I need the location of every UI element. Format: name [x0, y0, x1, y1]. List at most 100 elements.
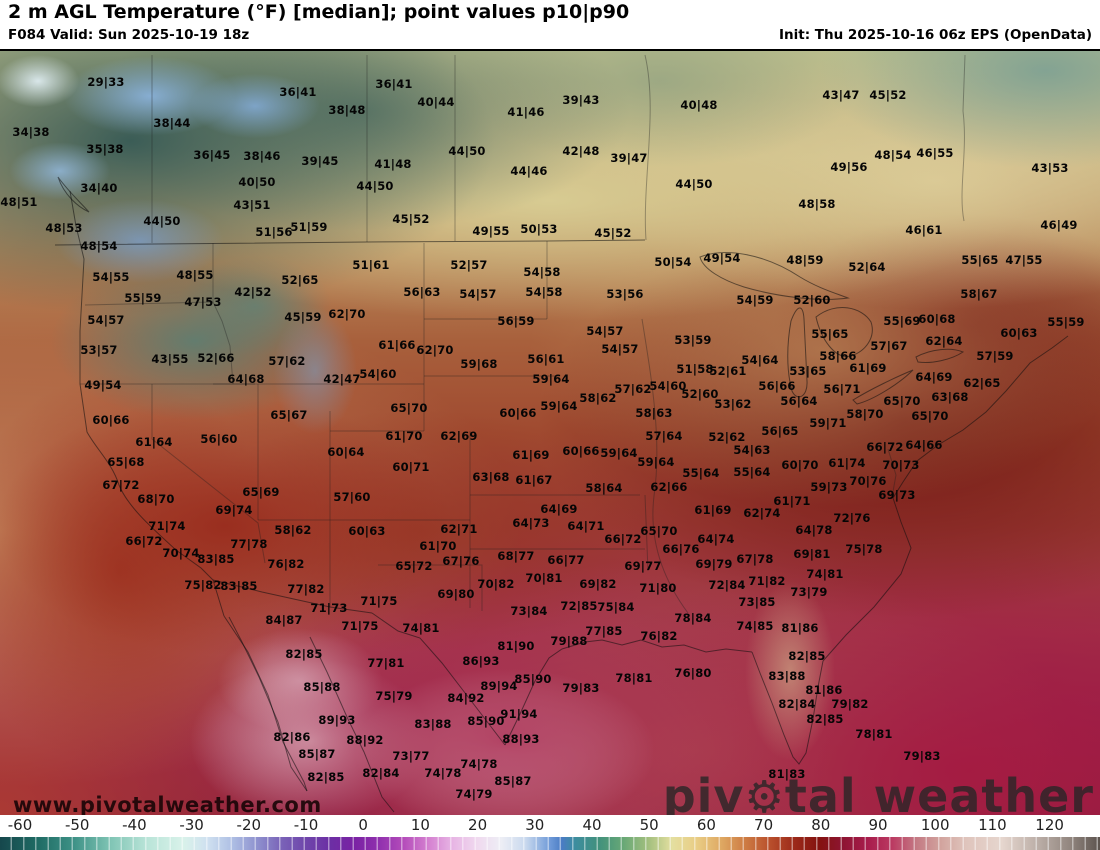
brand-text-suffix: tal weather [784, 769, 1094, 815]
point-value: 64|73 [512, 516, 550, 530]
border-ontario [644, 54, 651, 241]
point-value: 59|64 [540, 399, 578, 413]
point-value: 69|82 [579, 577, 617, 591]
point-value: 81|83 [768, 767, 806, 781]
point-value: 48|59 [786, 253, 824, 267]
point-value: 73|77 [392, 749, 430, 763]
point-value: 83|88 [414, 717, 452, 731]
point-value: 66|76 [662, 542, 700, 556]
point-value: 72|84 [708, 578, 746, 592]
point-value: 74|79 [455, 787, 493, 801]
point-value: 47|55 [1005, 253, 1043, 267]
point-value: 85|88 [303, 680, 341, 694]
point-value: 84|92 [447, 691, 485, 705]
lake-ontario [915, 348, 965, 363]
point-value: 65|70 [390, 401, 428, 415]
point-value: 71|80 [639, 581, 677, 595]
point-value: 85|90 [514, 672, 552, 686]
watermark-url: www.pivotalweather.com [13, 793, 322, 815]
point-value: 41|48 [374, 157, 412, 171]
point-value: 42|48 [562, 144, 600, 158]
point-value: 43|55 [151, 352, 189, 366]
point-value: 34|40 [80, 181, 118, 195]
point-value: 82|84 [362, 766, 400, 780]
colorbar-tick-label: -60 [7, 816, 33, 834]
point-value: 81|90 [497, 639, 535, 653]
point-value: 63|68 [472, 470, 510, 484]
point-value: 62|70 [328, 307, 366, 321]
point-value: 56|60 [200, 432, 238, 446]
point-value: 41|46 [507, 105, 545, 119]
point-value: 79|83 [562, 681, 600, 695]
border-us-mexico [212, 579, 373, 614]
point-value: 78|84 [674, 611, 712, 625]
lake-michigan [787, 307, 808, 398]
point-value: 68|70 [137, 492, 175, 506]
point-value: 64|69 [540, 502, 578, 516]
point-value: 60|64 [327, 445, 365, 459]
point-value: 69|81 [793, 547, 831, 561]
point-value: 79|83 [903, 749, 941, 763]
point-value: 56|64 [780, 394, 818, 408]
point-value: 69|80 [437, 587, 475, 601]
point-value: 69|79 [695, 557, 733, 571]
coast-vancouver-island [57, 176, 90, 213]
colorbar-tick-label: 50 [639, 816, 659, 834]
point-value: 54|64 [741, 353, 779, 367]
point-value: 54|58 [523, 265, 561, 279]
point-value: 82|85 [788, 649, 826, 663]
point-value: 67|76 [442, 554, 480, 568]
point-value: 57|62 [614, 382, 652, 396]
river-rio-grande [371, 612, 506, 746]
point-value: 52|65 [281, 273, 319, 287]
point-value: 79|82 [831, 697, 869, 711]
point-value: 83|85 [220, 579, 258, 593]
colorbar-tick-label: 90 [868, 816, 888, 834]
point-value: 91|94 [500, 707, 538, 721]
point-value: 55|59 [124, 291, 162, 305]
point-value: 62|66 [650, 480, 688, 494]
point-value: 77|82 [287, 582, 325, 596]
point-value: 61|66 [378, 338, 416, 352]
point-value: 70|74 [162, 546, 200, 560]
point-value: 75|82 [184, 578, 222, 592]
point-value: 49|55 [472, 224, 510, 238]
colorbar-ticks: -60 -50 -40 -30 -20 -10 0 10 20 30 40 50 60 70 80 90 100… [0, 816, 1100, 835]
point-value: 38|46 [243, 149, 281, 163]
point-value: 76|82 [640, 629, 678, 643]
point-value: 83|88 [768, 669, 806, 683]
brand-text-prefix: piv [662, 769, 745, 815]
point-value: 60|70 [781, 458, 819, 472]
point-value: 58|63 [635, 406, 673, 420]
point-value: 48|55 [176, 268, 214, 282]
point-value: 72|76 [833, 511, 871, 525]
point-value: 64|71 [567, 519, 605, 533]
border-ok-tx [378, 564, 483, 611]
point-value: 60|63 [1000, 326, 1038, 340]
point-value: 62|74 [743, 506, 781, 520]
point-value: 66|72 [866, 440, 904, 454]
colorbar-tick-label: 70 [754, 816, 774, 834]
point-value: 71|75 [341, 619, 379, 633]
colorbar-tick-label: -40 [122, 816, 147, 834]
point-value: 45|52 [594, 226, 632, 240]
point-value: 45|59 [284, 310, 322, 324]
point-value: 55|65 [811, 327, 849, 341]
colorbar-tick-label: 120 [1035, 816, 1064, 834]
point-value: 65|68 [107, 455, 145, 469]
point-value: 52|60 [793, 293, 831, 307]
border-canada-us [54, 239, 646, 246]
coast-atlantic [822, 335, 1069, 662]
point-value: 49|56 [830, 160, 868, 174]
point-value: 66|72 [604, 532, 642, 546]
point-value: 58|66 [819, 349, 857, 363]
map-title: 2 m AGL Temperature (°F) [median]; point… [8, 1, 630, 23]
point-value: 44|46 [510, 164, 548, 178]
point-value: 52|62 [708, 430, 746, 444]
point-value: 61|64 [135, 435, 173, 449]
point-value: 52|61 [709, 364, 747, 378]
point-value: 77|81 [367, 656, 405, 670]
point-value: 85|87 [298, 747, 336, 761]
point-value: 58|62 [579, 391, 617, 405]
point-value: 78|81 [855, 727, 893, 741]
